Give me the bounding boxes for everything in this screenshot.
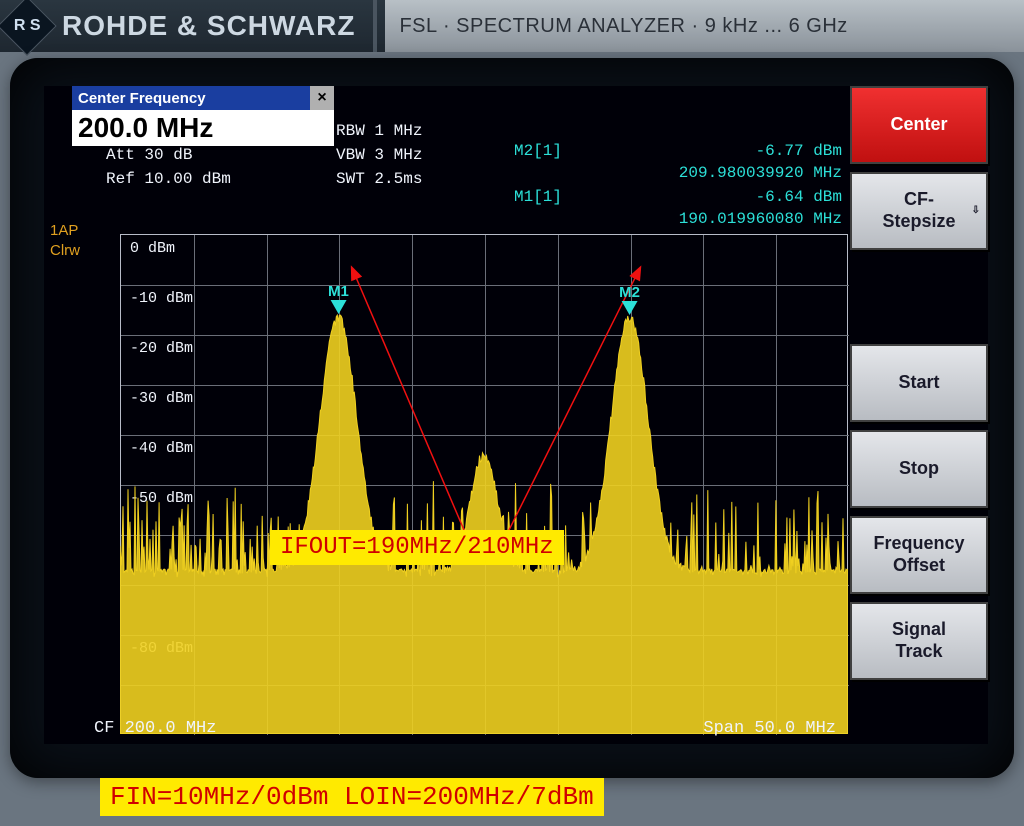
softkey-stop[interactable]: Stop	[850, 430, 988, 508]
marker1-header: M1[1]	[514, 188, 562, 206]
softkey-label: CF- Stepsize	[882, 189, 955, 232]
dialog-title: Center Frequency	[78, 90, 206, 107]
ylabel-n10: -10 dBm	[130, 290, 194, 307]
model-label: FSL · SPECTRUM ANALYZER · 9 kHz ... 6 GH…	[385, 0, 1024, 52]
ylabel-n20: -20 dBm	[130, 340, 194, 357]
dialog-close-button[interactable]: ×	[310, 86, 334, 110]
softkey-start[interactable]: Start	[850, 344, 988, 422]
dialog-title-bar: Center Frequency ×	[72, 86, 334, 110]
instrument-top-bezel: R S ROHDE & SCHWARZ FSL · SPECTRUM ANALY…	[0, 0, 1024, 52]
trace-mode-line1: 1AP	[50, 222, 78, 239]
trace-mode-line2: Clrw	[50, 242, 80, 259]
softkey-blank	[850, 258, 988, 336]
marker-triangle-icon	[330, 300, 346, 314]
softkey-freq-offset[interactable]: Frequency Offset	[850, 516, 988, 594]
status-vbw: VBW 3 MHz	[336, 146, 422, 164]
status-cf: CF 200.0 MHz	[94, 719, 216, 738]
marker-triangle-icon	[622, 301, 638, 315]
submenu-icon: ⇩	[972, 205, 980, 217]
annotation-ifout: IFOUT=190MHz/210MHz	[270, 530, 564, 565]
status-swt: SWT 2.5ms	[336, 170, 422, 188]
softkey-cf-stepsize[interactable]: CF- Stepsize ⇩	[850, 172, 988, 250]
center-frequency-dialog: Center Frequency × 200.0 MHz	[72, 86, 334, 146]
softkey-label: Signal Track	[892, 619, 946, 662]
marker1-tag: M1	[328, 283, 349, 314]
ylabel-0: 0 dBm	[130, 240, 194, 257]
softkey-label: Center	[890, 114, 947, 136]
marker2-freq: 209.980039920 MHz	[679, 164, 842, 182]
marker2-tag-label: M2	[619, 284, 640, 301]
status-att: Att 30 dB	[106, 146, 192, 164]
ylabel-n80: -80 dBm	[130, 640, 194, 657]
lcd-display: Center Frequency × 200.0 MHz Att 30 dB R…	[44, 86, 988, 744]
status-span: Span 50.0 MHz	[703, 719, 836, 738]
softkey-label: Stop	[899, 458, 939, 480]
status-ref: Ref 10.00 dBm	[106, 170, 231, 188]
center-frequency-input[interactable]: 200.0 MHz	[72, 110, 334, 146]
marker1-tag-label: M1	[328, 283, 349, 300]
marker1-level: -6.64 dBm	[756, 188, 842, 206]
softkey-center[interactable]: Center	[850, 86, 988, 164]
ylabel-n50: -50 dBm	[130, 490, 194, 507]
marker1-freq: 190.019960080 MHz	[679, 210, 842, 228]
brand-name: ROHDE & SCHWARZ	[62, 10, 355, 42]
bezel-divider	[373, 0, 377, 52]
softkey-signal-track[interactable]: Signal Track	[850, 602, 988, 680]
softkey-column: Center CF- Stepsize ⇩ Start Stop Frequenc…	[850, 86, 988, 680]
marker2-header: M2[1]	[514, 142, 562, 160]
status-rbw: RBW 1 MHz	[336, 122, 422, 140]
marker2-level: -6.77 dBm	[756, 142, 842, 160]
brand-logo-text: R S	[14, 17, 41, 35]
annotation-fin: FIN=10MHz/0dBm LOIN=200MHz/7dBm	[100, 778, 604, 816]
ylabel-n40: -40 dBm	[130, 440, 194, 457]
brand-logo: R S	[0, 0, 57, 56]
softkey-label: Start	[898, 372, 939, 394]
ylabel-n30: -30 dBm	[130, 390, 194, 407]
spectrum-plot	[120, 234, 848, 734]
close-icon: ×	[317, 89, 326, 107]
marker2-tag: M2	[619, 284, 640, 315]
softkey-label: Frequency Offset	[873, 533, 964, 576]
